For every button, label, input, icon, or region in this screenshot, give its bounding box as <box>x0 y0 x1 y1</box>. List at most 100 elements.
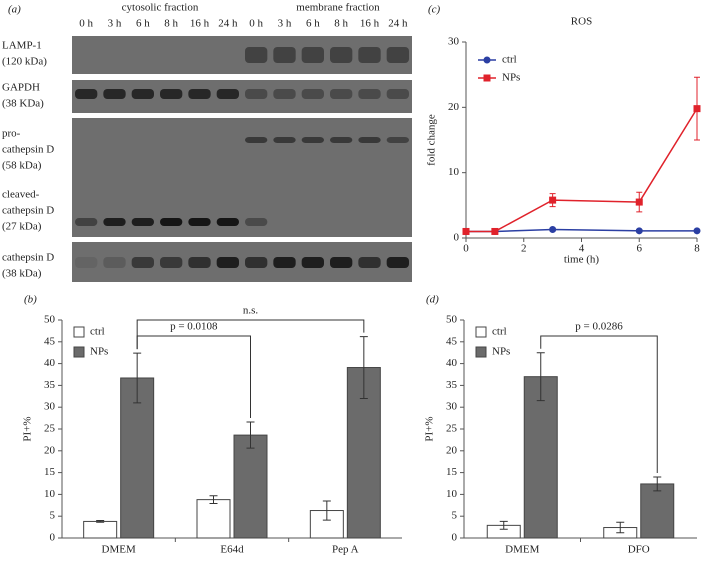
series-line <box>466 228 697 233</box>
blot-band <box>160 257 183 268</box>
y-tick-label: 5 <box>50 510 56 522</box>
y-tick-label: 15 <box>446 466 458 478</box>
blot-band <box>330 47 353 63</box>
y-tick-label: 20 <box>446 444 458 456</box>
y-tick-label: 40 <box>446 357 458 369</box>
blot-band <box>245 137 268 143</box>
row-label: GAPDH <box>2 82 40 94</box>
x-tick-label: Pep A <box>332 544 359 556</box>
error-bar <box>616 521 625 534</box>
blot-band <box>131 257 154 268</box>
blot-band <box>386 257 409 268</box>
blot-band <box>358 257 381 268</box>
y-tick-label: 0 <box>454 232 460 244</box>
significance-bracket <box>136 319 365 350</box>
blot-band <box>273 137 296 143</box>
lane-label: 24 h <box>218 18 238 30</box>
blot-band <box>301 137 324 143</box>
y-tick-label: 15 <box>44 466 56 478</box>
error-bar <box>536 352 545 402</box>
blot-band <box>245 257 268 268</box>
y-tick-label: 30 <box>448 36 460 48</box>
error-bar <box>96 520 105 523</box>
row-label: pro- <box>2 128 21 140</box>
blot-band <box>216 218 239 226</box>
blot-band <box>216 257 239 268</box>
y-tick-label: 25 <box>446 423 458 435</box>
x-tick-label: E64d <box>220 544 244 556</box>
panel-label: (b) <box>24 294 37 306</box>
blot-band <box>245 218 268 226</box>
panel-label: (d) <box>426 294 439 306</box>
significance-bracket <box>540 335 658 473</box>
legend-label: ctrl <box>90 326 105 338</box>
legend-swatch <box>73 346 85 358</box>
blot-strip <box>72 36 412 74</box>
x-tick-label: 2 <box>521 243 527 255</box>
y-tick-label: 10 <box>446 488 458 500</box>
x-tick-label: 4 <box>579 243 585 255</box>
y-axis-label: PI+% <box>424 416 436 441</box>
chart-title: ROS <box>571 16 592 28</box>
panel-label: (c) <box>428 4 441 16</box>
bar <box>83 520 118 539</box>
lane-label: 0 h <box>79 18 93 30</box>
error-bar <box>322 500 331 521</box>
y-tick-label: 35 <box>44 379 56 391</box>
blot-band <box>358 89 381 99</box>
blot-band <box>75 218 98 226</box>
x-tick-label: 0 <box>463 243 469 255</box>
x-axis-label: time (h) <box>564 254 599 266</box>
blot-band <box>386 137 409 143</box>
fraction-header: cytosolic fraction <box>122 2 199 14</box>
lane-label: 0 h <box>249 18 263 30</box>
row-label: cathepsin D <box>2 144 54 156</box>
legend-swatch <box>475 326 487 338</box>
error-bar <box>246 421 255 449</box>
row-label: (38 kDa) <box>2 268 42 280</box>
series-line <box>466 108 698 233</box>
marker <box>693 105 701 113</box>
x-tick-label: DFO <box>628 544 650 556</box>
blot-strip <box>72 80 412 113</box>
lane-label: 16 h <box>360 18 380 30</box>
bar <box>233 434 268 539</box>
bar <box>120 377 155 539</box>
y-tick-label: 20 <box>44 444 56 456</box>
y-tick-label: 0 <box>50 532 56 544</box>
y-tick-label: 35 <box>446 379 458 391</box>
lane-label: 24 h <box>388 18 408 30</box>
marker <box>491 227 499 235</box>
blot-band <box>386 47 409 63</box>
blot-band <box>301 47 324 63</box>
row-label: cathepsin D <box>2 252 54 264</box>
error-bar <box>359 336 368 399</box>
legend-label: NPs <box>502 72 520 84</box>
blot-band <box>273 47 296 63</box>
marker <box>549 226 557 234</box>
blot-band <box>103 218 126 226</box>
blot-band <box>131 218 154 226</box>
blot-band <box>188 218 211 226</box>
y-tick-label: 0 <box>452 532 458 544</box>
lane-label: 6 h <box>306 18 320 30</box>
y-tick-label: 30 <box>44 401 56 413</box>
blot-band <box>245 47 268 63</box>
y-tick-label: 40 <box>44 357 56 369</box>
marker <box>462 227 470 235</box>
y-tick-label: 10 <box>44 488 56 500</box>
blot-band <box>216 89 239 99</box>
bar <box>640 483 675 539</box>
blot-strip <box>72 118 412 237</box>
blot-band <box>75 257 98 268</box>
row-label: (38 KDa) <box>2 98 44 110</box>
lane-label: 3 h <box>278 18 292 30</box>
legend-marker <box>483 74 491 82</box>
blot-band <box>301 257 324 268</box>
blot-band <box>131 89 154 99</box>
row-label: cathepsin D <box>2 205 54 217</box>
blot-band <box>273 89 296 99</box>
marker <box>549 196 557 204</box>
